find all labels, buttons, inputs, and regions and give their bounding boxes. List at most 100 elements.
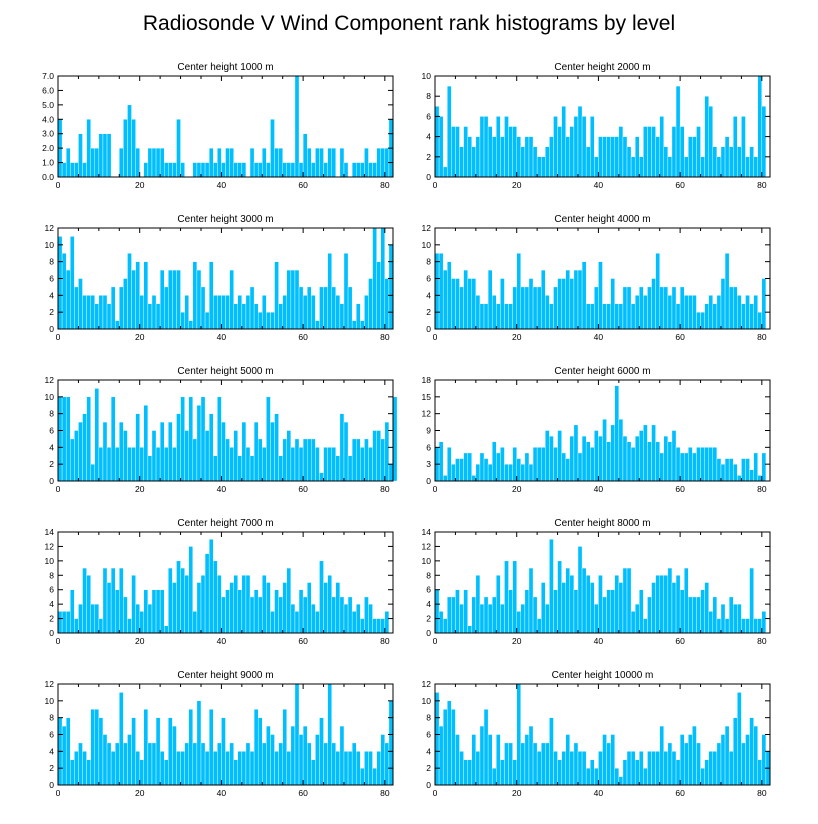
x-tick-label: 80: [380, 484, 390, 494]
bar: [372, 227, 377, 330]
bar: [700, 156, 705, 178]
bar: [200, 162, 206, 178]
bar: [172, 162, 177, 178]
bar: [724, 136, 730, 178]
bar: [475, 136, 481, 178]
y-tick-label: 14: [45, 527, 55, 537]
bar: [647, 126, 652, 178]
bar: [728, 751, 734, 786]
bar: [590, 303, 595, 330]
y-tick-label: 4.0: [42, 114, 54, 124]
bar: [598, 435, 603, 482]
bar: [360, 320, 365, 330]
bar: [565, 458, 571, 482]
x-tick-label: 80: [380, 332, 390, 342]
bar: [708, 295, 714, 330]
bar: [712, 303, 718, 330]
bar: [700, 767, 705, 786]
x-tick-label: 0: [433, 636, 438, 646]
bar: [491, 441, 497, 482]
bar: [659, 286, 664, 330]
bar: [720, 278, 726, 330]
bar: [229, 742, 234, 786]
bar: [500, 759, 505, 786]
x-tick-label: 60: [675, 180, 685, 190]
bar: [311, 438, 316, 482]
bar: [688, 596, 693, 634]
bar: [684, 156, 689, 178]
bar: [634, 759, 640, 786]
bar: [565, 567, 571, 634]
bar: [180, 162, 185, 178]
bar: [606, 136, 611, 178]
bar: [323, 447, 328, 482]
bar: [70, 589, 75, 634]
bar: [172, 269, 177, 330]
bar: [356, 303, 361, 330]
bar: [549, 717, 554, 786]
bar: [491, 596, 497, 634]
bar: [286, 269, 292, 330]
bar: [57, 396, 63, 482]
bar: [728, 286, 734, 330]
bar: [536, 447, 542, 482]
bar: [225, 751, 230, 786]
bar: [274, 261, 279, 330]
bar: [286, 567, 292, 634]
bar: [761, 278, 767, 330]
bar: [553, 751, 558, 786]
y-tick-label: 2: [426, 614, 431, 624]
bar: [290, 725, 296, 786]
bar: [208, 539, 214, 634]
bar: [614, 767, 620, 786]
bar: [98, 295, 104, 330]
bar: [213, 455, 218, 482]
bar: [459, 286, 464, 330]
bar: [343, 253, 349, 330]
bar: [143, 405, 149, 482]
bar: [585, 767, 591, 786]
bar: [483, 303, 489, 330]
y-tick-label: 2: [49, 459, 54, 469]
bar: [262, 295, 267, 330]
bar: [639, 430, 644, 482]
bar: [438, 611, 444, 634]
bar: [237, 295, 243, 330]
bar: [65, 611, 71, 634]
bar: [74, 162, 79, 178]
bar: [671, 751, 677, 786]
y-tick-label: 12: [422, 541, 432, 551]
x-tick-label: 80: [757, 788, 767, 798]
y-tick-label: 6: [426, 585, 431, 595]
bar: [139, 611, 144, 634]
bar: [500, 603, 505, 634]
bar: [221, 295, 226, 330]
bar: [90, 147, 95, 178]
bar: [200, 575, 206, 634]
panel-title: Center height 1000 m: [177, 62, 273, 73]
bar: [541, 447, 546, 482]
bar: [598, 136, 603, 178]
bar: [737, 146, 742, 178]
bar: [561, 452, 566, 482]
bar: [143, 162, 149, 178]
bar: [741, 303, 746, 330]
bar: [127, 253, 132, 330]
bar: [757, 311, 763, 330]
bar: [127, 104, 132, 178]
bar: [86, 759, 91, 786]
bar: [455, 589, 460, 634]
bar: [155, 447, 161, 482]
bar: [360, 447, 365, 482]
bar: [278, 147, 283, 178]
bar: [82, 295, 87, 330]
bar: [520, 286, 526, 330]
bar: [270, 734, 275, 786]
bar: [290, 447, 296, 482]
bar: [675, 303, 681, 330]
bar: [749, 567, 754, 634]
bar: [749, 303, 754, 330]
bar: [282, 709, 287, 786]
x-tick-label: 20: [512, 636, 522, 646]
bar: [319, 717, 324, 786]
